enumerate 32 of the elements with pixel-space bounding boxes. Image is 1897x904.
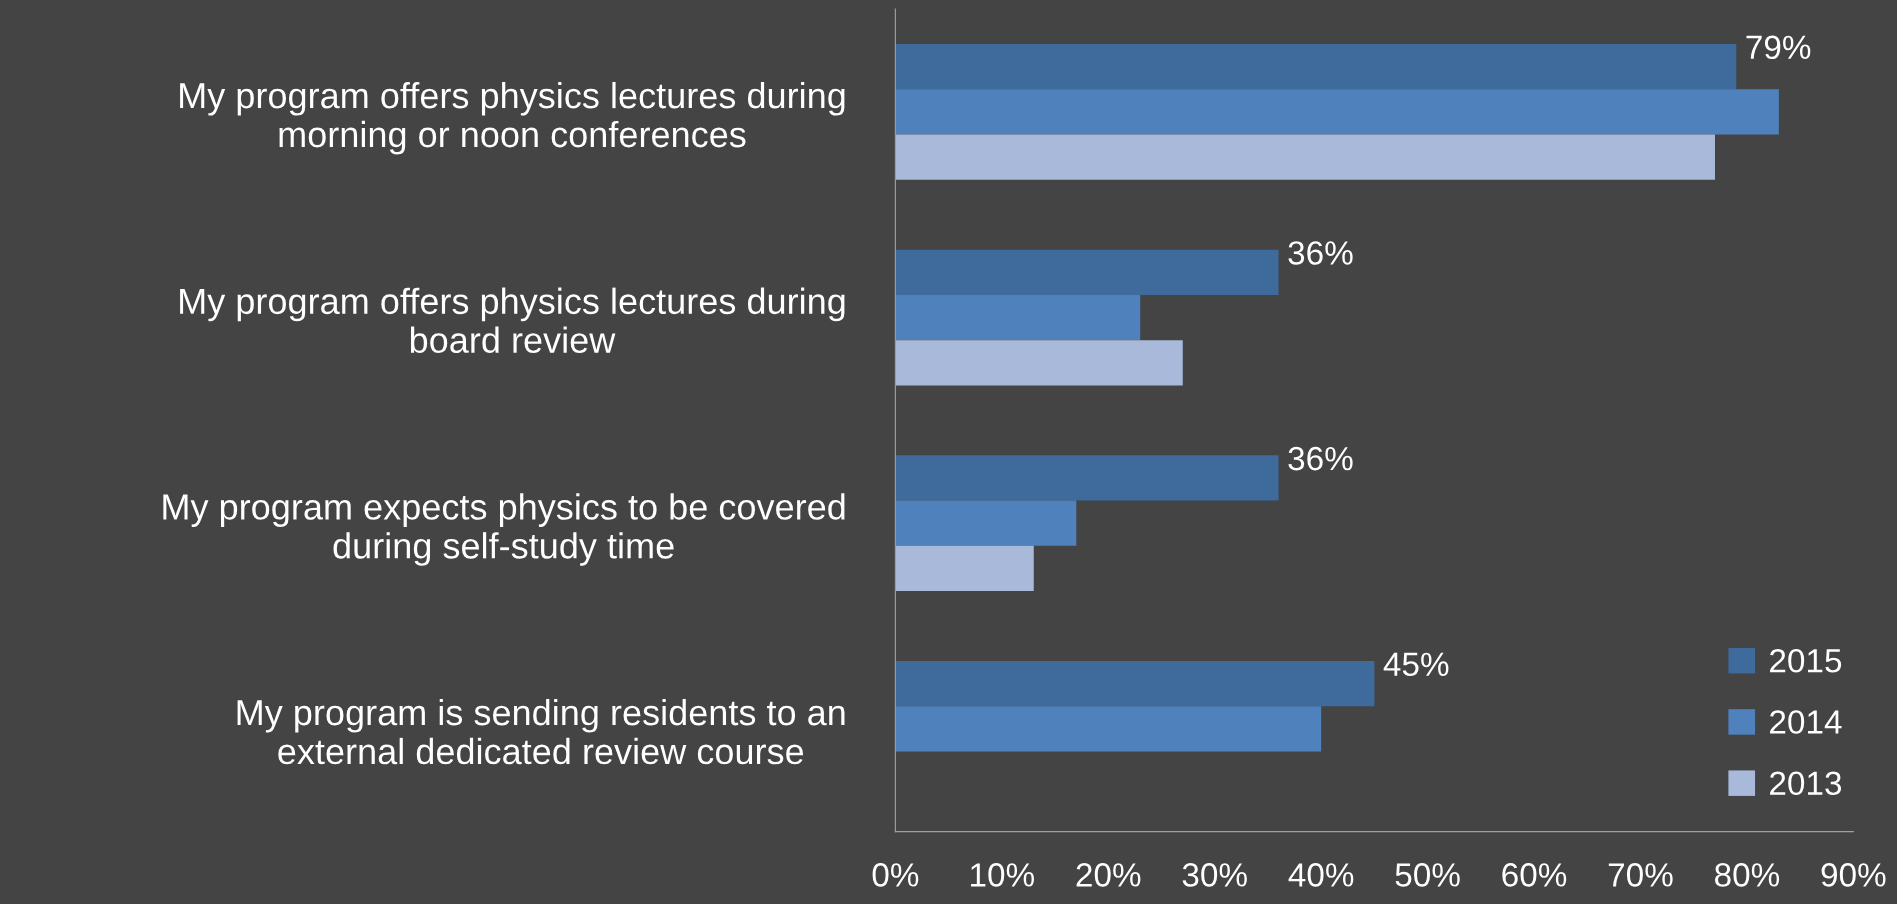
bar — [895, 134, 1715, 180]
data-label: 79% — [1746, 35, 1811, 60]
x-tick-label: 60% — [1502, 863, 1567, 887]
x-tick-label: 40% — [1288, 863, 1354, 887]
bar — [895, 340, 1183, 386]
legend-label: 2015 — [1770, 648, 1842, 673]
bar — [895, 249, 1279, 295]
x-tick-label: 30% — [1182, 863, 1247, 887]
x-tick-label: 50% — [1395, 863, 1460, 887]
x-tick-label: 80% — [1715, 863, 1780, 887]
bar — [895, 455, 1279, 501]
x-tick-label: 10% — [971, 863, 1034, 887]
bar — [895, 89, 1779, 135]
y-tick-label: My program expects physics to be covered during self-study time — [163, 493, 845, 566]
x-tick-label: 0% — [872, 863, 919, 887]
x-tick-label: 90% — [1821, 863, 1886, 887]
bar — [895, 660, 1375, 707]
data-label: 36% — [1288, 446, 1353, 471]
y-tick-label: My program offers physics lectures during morning or noon conferences — [180, 81, 845, 155]
bar — [895, 294, 1141, 341]
y-tick-label: My program offers physics lectures during board review — [180, 287, 845, 354]
data-label: 45% — [1383, 652, 1449, 677]
x-tick-label: 70% — [1608, 863, 1673, 887]
legend-label: 2013 — [1770, 771, 1842, 796]
bar — [895, 500, 1077, 546]
bar — [895, 44, 1737, 90]
data-label: 36% — [1288, 241, 1353, 265]
legend-label: 2014 — [1770, 710, 1842, 734]
x-tick-label: 20% — [1076, 863, 1141, 887]
bar — [895, 545, 1034, 592]
y-tick-label: My program is sending residents to an external dedicated review course — [237, 698, 845, 765]
bar — [895, 706, 1322, 752]
